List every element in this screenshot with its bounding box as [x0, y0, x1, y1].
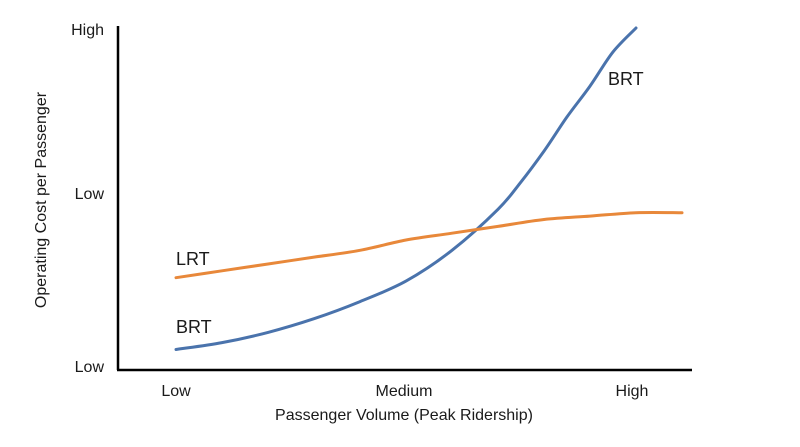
x-tick-label: Low	[161, 383, 191, 400]
series-line-lrt	[174, 210, 684, 280]
labels-layer: LRT BRT BRT	[176, 69, 644, 337]
series-label-brt: BRT	[176, 317, 212, 337]
y-tick-label: High	[71, 22, 104, 39]
series-layer	[174, 26, 684, 351]
x-tick-label: High	[616, 383, 649, 400]
y-tick-label: Low	[75, 186, 105, 203]
axes: Low Medium High Low Low High Passenger Volume …	[33, 22, 692, 424]
series-label-lrt: LRT	[176, 249, 210, 269]
series-line-brt	[174, 26, 638, 351]
x-tick-label: Medium	[376, 383, 433, 400]
y-tick-label: Low	[75, 359, 105, 376]
series-label-brt: BRT	[608, 69, 644, 89]
x-axis-title: Passenger Volume (Peak Ridership)	[275, 407, 533, 424]
y-axis-title: Operating Cost per Passenger	[33, 91, 50, 308]
